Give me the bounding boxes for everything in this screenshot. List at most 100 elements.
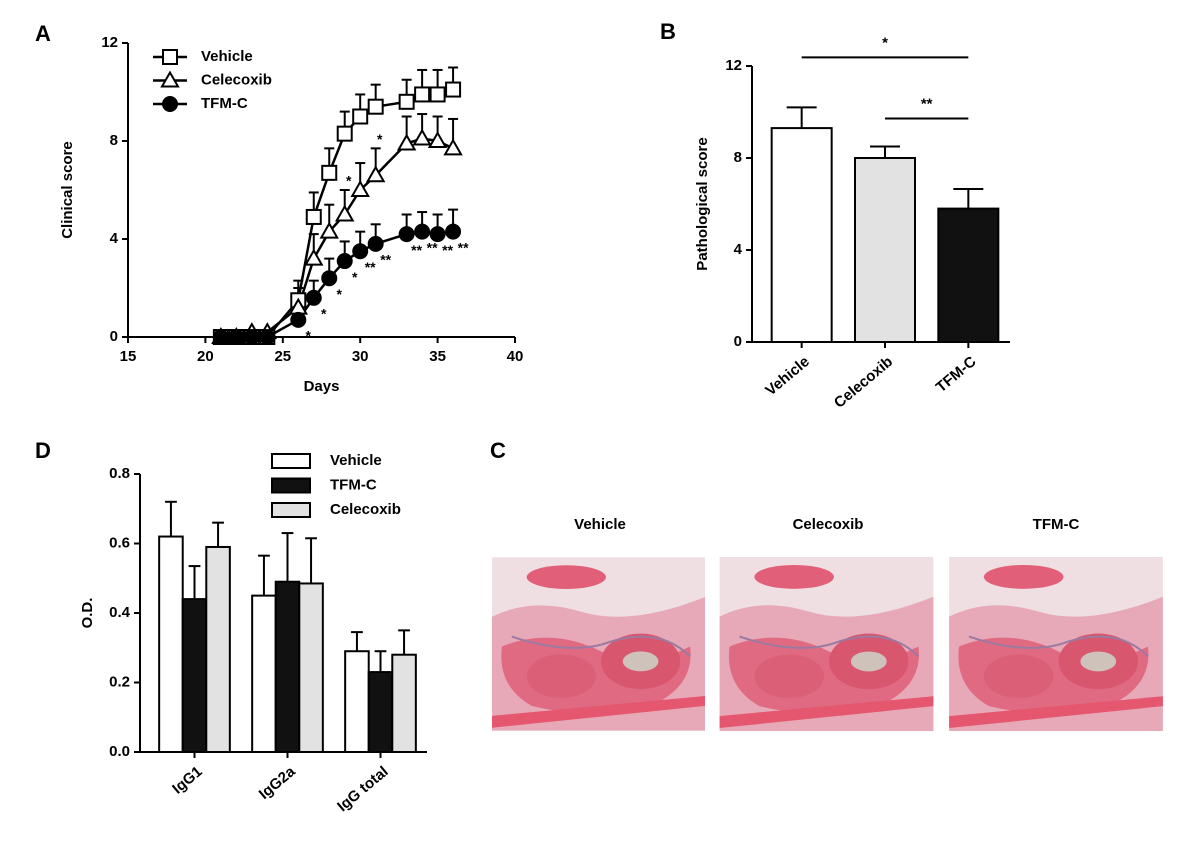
panel-label: C [490,438,506,463]
bar [274,580,301,753]
marker [212,329,229,345]
marker [414,86,431,103]
y-tick-label: 0 [110,328,118,345]
marker [412,128,432,146]
y-tick-label: 4 [734,241,743,258]
y-tick-label: 0 [734,333,742,350]
y-axis-label: Clinical score [59,141,76,239]
marker [398,226,415,243]
legend-swatch [271,502,311,518]
x-tick-label: Vehicle [762,353,813,399]
marker [429,226,446,243]
x-tick-label: IgG2a [256,763,299,803]
marker [334,204,355,222]
marker [162,96,178,112]
marker [427,130,448,148]
y-axis-label: O.D. [79,598,96,629]
marker [336,253,353,270]
marker [305,208,322,225]
legend-label: Celecoxib [201,71,272,88]
marker [367,98,384,115]
x-tick-label: IgG1 [169,763,205,797]
x-tick-label: 20 [197,348,214,365]
image-title: Celecoxib [793,516,864,533]
legend-swatch [271,477,311,494]
marker [443,138,463,156]
bar [367,671,394,754]
legend-label: Vehicle [330,452,382,469]
marker [305,289,322,306]
x-tick-label: 15 [120,348,137,365]
x-tick-label: IgG total [334,763,392,815]
x-tick-label: 30 [352,348,369,365]
significance-label: * [352,269,358,285]
marker [160,70,180,88]
y-tick-label: 8 [110,132,118,149]
significance-label: * [321,306,327,322]
image-title: Vehicle [574,516,626,533]
significance-label: ** [365,259,376,275]
panel-label: B [660,19,676,44]
x-tick-label: Celecoxib [831,353,896,412]
marker [414,223,431,240]
marker [290,311,307,328]
marker [445,223,462,240]
x-axis-label: Days [304,378,340,395]
marker [396,133,417,151]
significance-label: * [882,34,888,51]
x-tick-label: 35 [429,348,446,365]
marker [352,243,369,260]
marker [321,270,338,287]
x-tick-label: TFM-C [933,353,980,396]
marker [228,329,245,345]
marker [304,248,324,266]
y-tick-label: 0.2 [109,673,130,690]
y-tick-label: 12 [101,34,118,51]
marker [429,86,446,103]
legend-label: TFM-C [330,476,377,493]
legend-swatch [271,453,311,469]
y-tick-label: 0.4 [109,604,131,621]
y-tick-label: 8 [734,149,742,166]
significance-label: * [337,286,343,302]
bar [251,594,277,753]
bar [298,582,324,754]
significance-label: ** [442,242,453,258]
significance-label: ** [380,252,391,268]
y-tick-label: 12 [725,57,742,74]
y-tick-label: 0.0 [109,743,130,760]
bar [344,650,370,753]
y-axis-label: Pathological score [694,137,711,270]
image-title: TFM-C [1033,516,1080,533]
significance-label: ** [458,239,469,255]
marker [243,329,260,345]
marker [259,329,276,345]
bar [391,653,417,754]
marker [352,108,369,125]
histology-image [492,557,705,731]
marker [319,221,339,239]
significance-label: ** [411,242,422,258]
x-tick-label: 40 [507,348,524,365]
significance-label: * [306,328,312,344]
marker [365,165,386,183]
legend-label: Celecoxib [330,501,401,518]
y-tick-label: 0.6 [109,534,130,551]
marker [445,81,462,98]
marker [162,49,178,65]
bar [770,127,833,343]
bar [937,207,1000,343]
marker [367,235,384,252]
marker [336,125,353,142]
marker [398,93,415,110]
significance-label: * [377,131,383,147]
marker [350,179,370,197]
x-tick-label: 25 [274,348,291,365]
bar [158,535,184,753]
histology-image [948,557,1164,731]
bar [205,545,231,753]
bar [854,157,916,343]
y-tick-label: 4 [110,230,119,247]
marker [321,164,338,181]
